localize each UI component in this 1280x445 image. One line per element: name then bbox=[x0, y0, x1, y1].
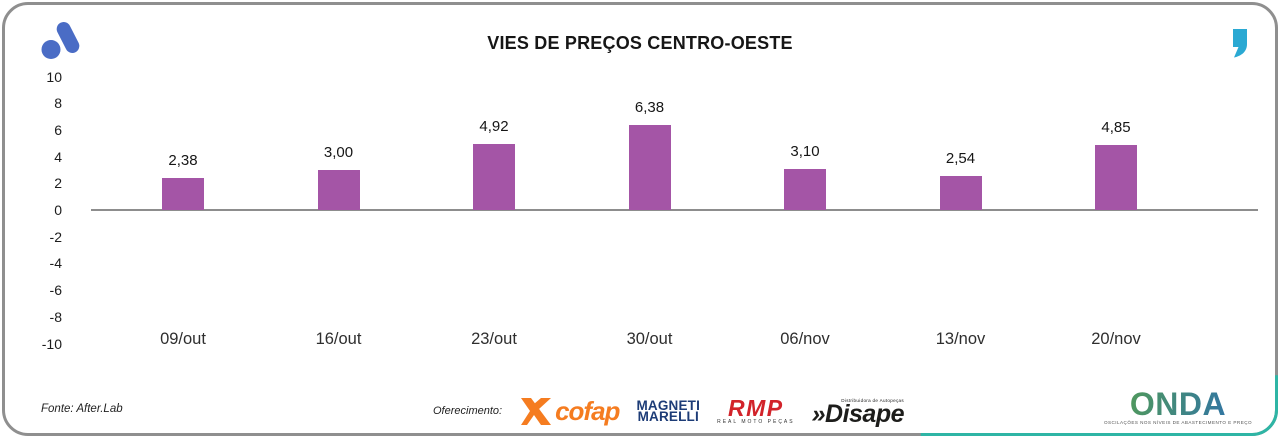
x-axis-zero-line bbox=[91, 208, 1258, 211]
y-axis-tick: 4 bbox=[54, 148, 62, 165]
bar bbox=[628, 124, 671, 210]
disape-logo: Distribuidora de Autopeças »Disape bbox=[812, 398, 905, 427]
bar-chart: 10 8 6 4 2 0 -2 -4 -6 -8 -10 2,38 09/out 3,00 16/out 4,… bbox=[5, 5, 1280, 445]
x-axis-label: 23/out bbox=[471, 330, 517, 348]
bar bbox=[1095, 145, 1137, 210]
y-axis-tick: 0 bbox=[54, 202, 62, 218]
report-card: VIES DE PREÇOS CENTRO-OESTE 10 8 6 4 2 0 -2 -4 -… bbox=[2, 2, 1278, 436]
bar bbox=[162, 178, 204, 210]
x-axis-label: 06/nov bbox=[780, 330, 830, 348]
y-axis-tick: -4 bbox=[49, 255, 62, 272]
y-axis-tick: 6 bbox=[54, 121, 62, 138]
onda-caption: OSCILAÇÕES NOS NÍVEIS DE ABASTECIMENTO E… bbox=[1104, 420, 1252, 425]
rmp-caption: REAL MOTO PEÇAS bbox=[717, 418, 795, 425]
bar-value-label: 3,10 bbox=[790, 142, 820, 160]
y-axis-tick: 10 bbox=[46, 68, 62, 85]
bar-value-label: 2,54 bbox=[945, 150, 976, 168]
y-axis-tick: -6 bbox=[49, 282, 62, 299]
disape-wordmark: »Disape bbox=[812, 402, 905, 427]
x-axis-label: 16/out bbox=[315, 330, 362, 348]
bar bbox=[317, 169, 360, 210]
disape-caption: Distribuidora de Autopeças bbox=[841, 398, 904, 403]
sponsors-row: Oferecimento: cofap MAGNETI MARELLI RMP … bbox=[433, 385, 904, 437]
x-axis-label: 20/nov bbox=[1091, 330, 1141, 348]
bar bbox=[473, 144, 515, 210]
bar-value-label: 4,92 bbox=[479, 118, 509, 136]
cofap-logo: cofap bbox=[521, 396, 620, 426]
bar bbox=[939, 176, 982, 210]
rmp-wordmark: RMP bbox=[728, 394, 784, 421]
bar-value-label: 6,38 bbox=[634, 98, 665, 116]
y-axis-tick: -8 bbox=[49, 308, 62, 325]
disape-chevrons: » bbox=[811, 400, 826, 428]
afterlab-logo-icon bbox=[41, 18, 87, 60]
x-axis-label: 30/out bbox=[626, 330, 673, 348]
y-axis-tick: -2 bbox=[49, 228, 62, 245]
magneti-line1: MAGNETI bbox=[636, 397, 701, 413]
cofap-wordmark: cofap bbox=[555, 396, 620, 426]
x-axis-label: 09/out bbox=[160, 330, 206, 348]
bar-value-label: 2,38 bbox=[168, 152, 198, 170]
y-axis-tick: 8 bbox=[54, 95, 62, 112]
y-axis-tick: -10 bbox=[41, 335, 62, 352]
rmp-logo: RMP REAL MOTO PEÇAS bbox=[717, 394, 795, 425]
afterlab-mark bbox=[41, 22, 80, 59]
quote-icon bbox=[1232, 29, 1248, 58]
bar-value-label: 3,00 bbox=[323, 143, 354, 161]
bar bbox=[784, 168, 826, 210]
onda-logo: ONDA OSCILAÇÕES NOS NÍVEIS DE ABASTECIME… bbox=[1104, 388, 1252, 425]
source-note: Fonte: After.Lab bbox=[41, 403, 123, 415]
y-axis-tick: 2 bbox=[54, 175, 62, 192]
magneti-marelli-logo: MAGNETI MARELLI bbox=[636, 397, 701, 424]
disape-name: Disape bbox=[825, 400, 904, 428]
page-title: VIES DE PREÇOS CENTRO-OESTE bbox=[487, 33, 793, 53]
onda-wordmark: ONDA bbox=[1104, 388, 1252, 420]
bar-value-label: 4,85 bbox=[1101, 119, 1131, 137]
magneti-line2: MARELLI bbox=[637, 409, 699, 424]
offering-label: Oferecimento: bbox=[433, 405, 503, 417]
x-axis-label: 13/nov bbox=[935, 330, 986, 348]
cofap-x-icon bbox=[521, 397, 552, 425]
